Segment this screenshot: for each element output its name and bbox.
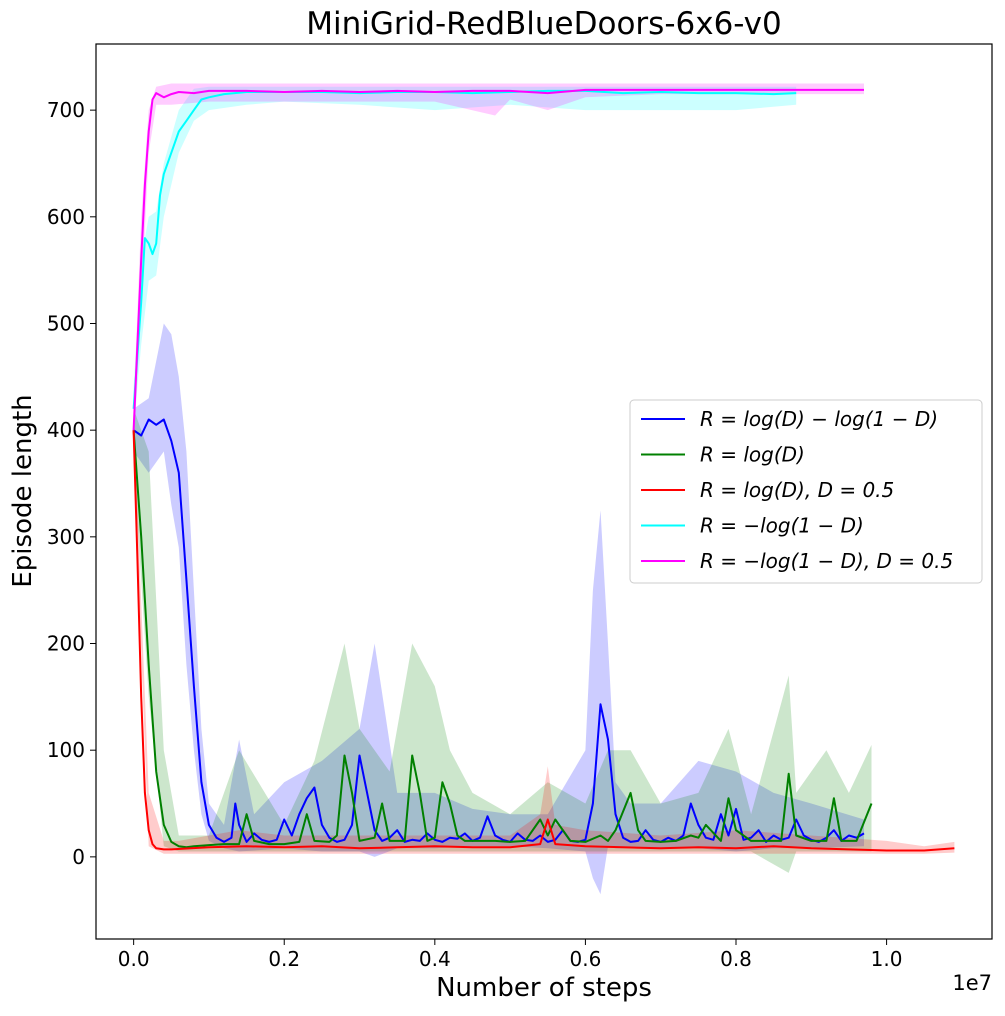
x-tick-label: 0.8 bbox=[720, 947, 752, 971]
y-tick-label: 200 bbox=[47, 632, 85, 656]
series-line-3 bbox=[132, 89, 797, 409]
y-tick-label: 700 bbox=[47, 98, 85, 122]
legend-box bbox=[629, 399, 983, 584]
legend-items: R = log(D) − log(1 − D) R = log(D) R = log… bbox=[641, 407, 953, 573]
legend-label-1: R = log(D) bbox=[700, 443, 805, 467]
chart-title: MiniGrid-RedBlueDoors-6x6-v0 bbox=[306, 6, 781, 42]
series-line-2 bbox=[132, 430, 955, 852]
confidence-bands bbox=[133, 83, 955, 895]
x-axis-label: Number of steps bbox=[436, 973, 652, 1003]
y-tick-label: 500 bbox=[47, 311, 85, 335]
legend-label-2: R = log(D), D = 0.5 bbox=[700, 478, 894, 502]
y-axis-label: Episode length bbox=[8, 394, 38, 587]
legend-label-3: R = −log(1 − D) bbox=[700, 514, 864, 538]
legend-label-4: R = −log(1 − D), D = 0.5 bbox=[700, 549, 953, 573]
series-line-4 bbox=[132, 88, 864, 431]
x-tick-label: 0.2 bbox=[268, 947, 300, 971]
x-tick-label: 0.6 bbox=[570, 947, 602, 971]
band-0 bbox=[133, 323, 865, 895]
y-tick-label: 0 bbox=[72, 845, 85, 869]
x-tick-label: 1.0 bbox=[871, 947, 903, 971]
plot-frame bbox=[95, 43, 993, 940]
band-1 bbox=[133, 408, 872, 873]
y-tick-label: 300 bbox=[47, 525, 85, 549]
y-tick-label: 400 bbox=[47, 418, 85, 442]
legend-label-0: R = log(D) − log(1 − D) bbox=[700, 407, 938, 431]
y-tick-label: 600 bbox=[47, 205, 85, 229]
x-tick-label: 0.0 bbox=[118, 947, 150, 971]
x-axis-ticks: 0.0 0.2 0.4 0.6 0.8 1.0 bbox=[118, 939, 903, 971]
series-line-0 bbox=[133, 418, 865, 843]
x-axis-scale-label: 1e7 bbox=[952, 971, 992, 995]
x-tick-label: 0.4 bbox=[419, 947, 451, 971]
y-axis-ticks: 0 100 200 300 400 500 600 700 bbox=[47, 98, 96, 869]
y-tick-label: 100 bbox=[47, 738, 85, 762]
series-lines bbox=[132, 88, 955, 852]
series-line-1 bbox=[132, 430, 873, 849]
legend: R = log(D) − log(1 − D) R = log(D) R = log… bbox=[629, 399, 983, 584]
